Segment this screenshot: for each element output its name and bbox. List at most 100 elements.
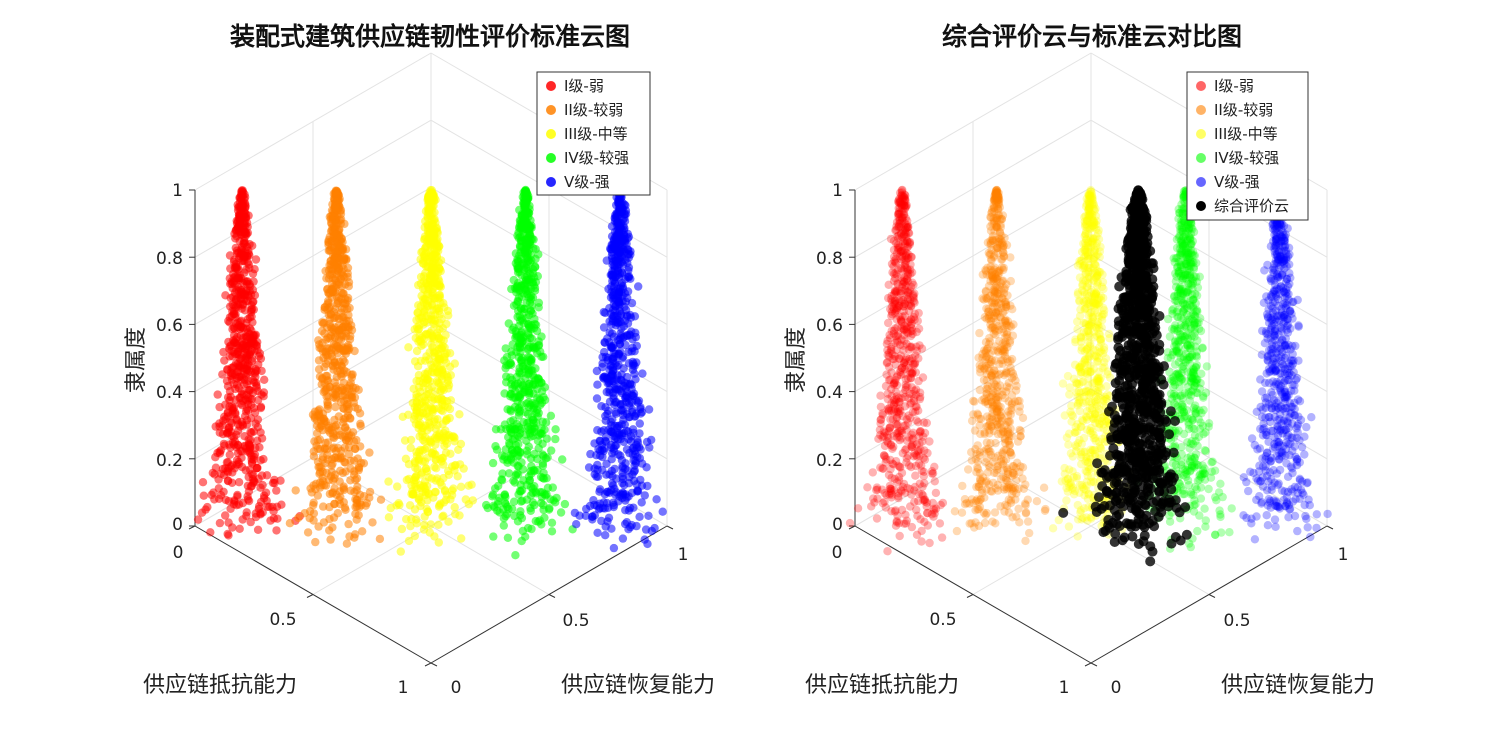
cloud-drop (978, 294, 987, 303)
cloud-drop (434, 538, 443, 547)
cloud-drop (255, 443, 264, 452)
cloud-drop (252, 463, 261, 473)
cloud-drop (989, 366, 999, 375)
cloud-drop (245, 313, 255, 322)
cloud-drop (627, 520, 636, 530)
x-tick: 0.5 (269, 610, 296, 630)
cloud-drop (546, 411, 556, 420)
cloud-drop (632, 341, 641, 351)
cloud-drop (1032, 497, 1042, 506)
cloud-drop (910, 360, 919, 369)
cloud-drop (352, 486, 361, 495)
cloud-drop (551, 425, 560, 434)
cloud-drop (952, 526, 962, 536)
cloud-drop (437, 393, 446, 403)
cloud-drop (199, 491, 208, 500)
legend-label: I级-弱 (564, 77, 604, 95)
legend-label: IV级-较强 (564, 149, 629, 167)
cloud-drop (519, 194, 529, 203)
cloud-drop (618, 468, 627, 478)
cloud-drop (524, 367, 534, 376)
y-tick-mark (430, 662, 438, 667)
cloud-drop (422, 504, 431, 514)
cloud-drop (514, 462, 523, 471)
cloud-drop (384, 477, 393, 486)
cloud-drop (917, 461, 926, 470)
cloud-drop (415, 331, 424, 340)
cloud-drop (211, 463, 221, 472)
cloud-drop (889, 442, 898, 451)
cloud-drop (518, 381, 527, 391)
cloud-drop (319, 318, 329, 327)
x-tick-mark (1084, 662, 1092, 667)
cloud-drop (489, 532, 498, 541)
cloud-drop (592, 394, 602, 403)
cloud-drop (436, 478, 445, 487)
cloud-drop (346, 486, 355, 495)
cloud-drop (339, 498, 348, 507)
cloud-drop (647, 526, 656, 536)
cloud-drop (615, 492, 624, 501)
cloud-drop (876, 391, 885, 400)
cloud-drop (516, 348, 525, 357)
cloud-drop (328, 212, 338, 222)
cloud-drop (291, 486, 300, 495)
cloud-drop (1002, 321, 1011, 330)
cloud-drop (853, 504, 863, 513)
cloud-drop (904, 394, 913, 403)
cloud-drop (230, 255, 239, 265)
cloud-drop (331, 341, 340, 350)
cloud-drop (333, 443, 343, 453)
y-tick-mark (1208, 594, 1216, 598)
cloud-drop (344, 384, 354, 393)
cloud-drop (551, 434, 560, 444)
cloud-drop (1015, 518, 1024, 527)
cloud-drop (336, 219, 345, 228)
cloud-drop (901, 258, 910, 267)
cloud-drop (1004, 378, 1013, 388)
y-tick: 0.5 (562, 611, 589, 631)
cloud-drop (644, 511, 653, 520)
cloud-drop (514, 408, 524, 417)
cloud-drop (234, 274, 244, 283)
cloud-drop (937, 533, 947, 542)
cloud-drop (270, 475, 279, 485)
cloud-drop (215, 518, 225, 528)
cloud-drop (529, 343, 538, 352)
cloud-drop (887, 259, 897, 269)
cloud-drop (572, 520, 581, 529)
cloud-drop (967, 456, 976, 465)
cloud-drop (276, 476, 285, 485)
cloud-drop (531, 254, 540, 264)
cloud-drop (904, 451, 913, 460)
cloud-drop (990, 263, 999, 272)
cloud-drop (1021, 508, 1031, 517)
cloud-drop (231, 234, 240, 243)
cloud-drop (633, 438, 643, 447)
cloud-drop (643, 539, 652, 549)
cloud-drop (904, 306, 914, 316)
cloud-drop (322, 344, 332, 353)
cloud-drop (240, 199, 250, 208)
cloud-drop (1019, 484, 1028, 493)
cloud-drop (517, 338, 527, 347)
cloud-drop (886, 234, 896, 244)
cloud-drop (601, 522, 610, 531)
cloud-drop (991, 213, 1001, 223)
cloud-drop (416, 279, 426, 288)
cloud-drop (365, 448, 374, 457)
cloud-drop (611, 244, 620, 253)
cloud-drop (241, 213, 250, 223)
cloud-drop (422, 242, 431, 251)
cloud-drop (930, 477, 939, 486)
series-4 (482, 185, 577, 560)
cloud-drop (415, 411, 425, 421)
cloud-drop (201, 505, 210, 514)
cloud-drop (356, 458, 366, 468)
cloud-drop (645, 443, 654, 452)
z-tick: 0.2 (156, 451, 183, 471)
cloud-drop (890, 485, 899, 495)
cloud-drop (318, 409, 328, 418)
cloud-drop (241, 466, 250, 475)
